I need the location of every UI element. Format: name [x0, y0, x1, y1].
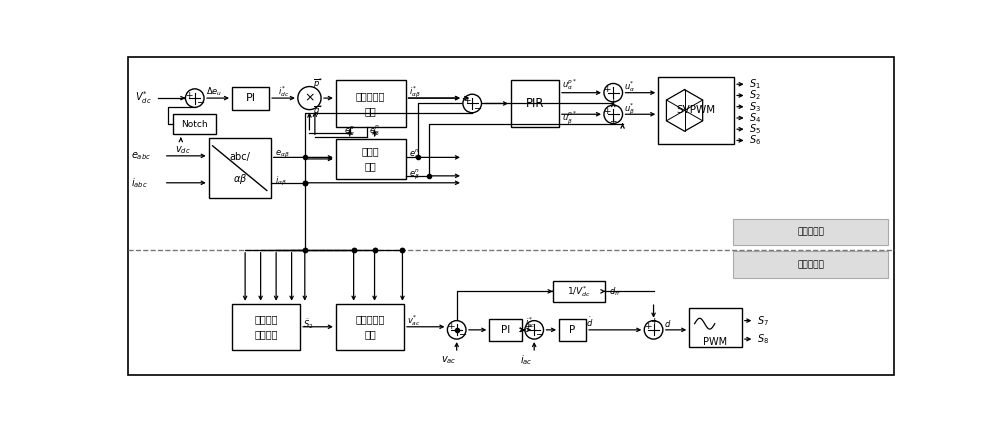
Text: −: − [459, 330, 467, 340]
Bar [232, 86, 269, 109]
Text: $v_{dc}$: $v_{dc}$ [175, 144, 191, 155]
Text: $\alpha\beta$: $\alpha\beta$ [233, 172, 247, 186]
Text: $i_{ac}$: $i_{ac}$ [520, 353, 533, 367]
Text: $1/V_{dc}^{*}$: $1/V_{dc}^{*}$ [567, 284, 591, 299]
Circle shape [604, 105, 623, 124]
Bar [209, 138, 271, 198]
Text: +: + [463, 96, 471, 105]
Circle shape [525, 321, 544, 339]
Text: $\overline{p}^{*}$: $\overline{p}^{*}$ [313, 77, 324, 92]
Bar [553, 281, 605, 302]
Text: 直流控制器: 直流控制器 [797, 260, 824, 269]
Text: $i_{abc}$: $i_{abc}$ [131, 176, 148, 190]
Text: SVPWM: SVPWM [677, 105, 716, 115]
Bar [511, 81, 559, 127]
Text: +: + [610, 117, 617, 126]
Text: $V_{dc}^{*}$: $V_{dc}^{*}$ [135, 90, 152, 106]
Text: $S_8$: $S_8$ [757, 332, 769, 346]
FancyBboxPatch shape [733, 219, 888, 245]
Text: PI: PI [246, 93, 256, 103]
Text: 计算: 计算 [365, 106, 377, 116]
Text: $i_{dc}^{*}$: $i_{dc}^{*}$ [278, 84, 290, 99]
Text: +: + [524, 322, 532, 331]
Text: $e_{\alpha}^{p}$: $e_{\alpha}^{p}$ [344, 124, 355, 138]
Text: $v_{ac}$: $v_{ac}$ [441, 354, 457, 366]
Text: 电流参考值: 电流参考值 [356, 91, 385, 101]
Text: 计算: 计算 [364, 329, 376, 340]
Text: $S_7$: $S_7$ [757, 314, 769, 328]
Text: $d$: $d$ [664, 318, 672, 329]
Text: −: − [536, 330, 544, 340]
Text: 二次功率: 二次功率 [254, 314, 278, 324]
Text: 正负序: 正负序 [362, 146, 379, 156]
Bar [559, 319, 586, 341]
Text: $d_{ff}$: $d_{ff}$ [609, 285, 621, 298]
Text: +: + [603, 106, 611, 116]
Text: $\dot{d}$: $\dot{d}$ [586, 315, 593, 329]
Text: $u_{\alpha}^{*}$: $u_{\alpha}^{*}$ [624, 79, 635, 94]
Text: PIR: PIR [526, 97, 544, 110]
Text: $\overline{q}^{*}$: $\overline{q}^{*}$ [313, 104, 323, 119]
Text: $i_{\alpha\beta}^{*}$: $i_{\alpha\beta}^{*}$ [409, 84, 420, 100]
Text: $S_4$: $S_4$ [749, 111, 761, 125]
Text: $e_{\beta}^{n}$: $e_{\beta}^{n}$ [409, 168, 420, 182]
Text: $\times$: $\times$ [304, 92, 315, 105]
Text: −: − [474, 104, 482, 114]
Bar [336, 81, 406, 127]
Text: $e_{abc}$: $e_{abc}$ [131, 150, 151, 162]
Circle shape [298, 86, 321, 109]
Circle shape [447, 321, 466, 339]
Text: +: + [447, 322, 454, 331]
Text: 交流控制器: 交流控制器 [797, 227, 824, 236]
Text: −: − [197, 98, 205, 109]
Text: $i_{ac}^{*}$: $i_{ac}^{*}$ [525, 315, 536, 330]
Bar [336, 304, 404, 350]
Bar [489, 319, 522, 341]
Text: $S_6$: $S_6$ [749, 133, 761, 147]
Text: $i_{\alpha\beta}$: $i_{\alpha\beta}$ [275, 175, 286, 188]
Text: $u_{\beta}^{p*}$: $u_{\beta}^{p*}$ [562, 109, 577, 126]
Text: $u_{\alpha}^{p*}$: $u_{\alpha}^{p*}$ [562, 78, 577, 92]
Circle shape [185, 89, 204, 107]
Bar [336, 139, 406, 179]
Text: +: + [650, 317, 657, 326]
Text: $e_{\alpha\beta}$: $e_{\alpha\beta}$ [275, 149, 289, 160]
Text: +: + [644, 322, 651, 331]
Text: Notch: Notch [181, 120, 208, 129]
Text: $S_5$: $S_5$ [749, 122, 761, 136]
FancyBboxPatch shape [733, 251, 888, 277]
Bar [658, 77, 734, 144]
Text: 分离: 分离 [365, 161, 377, 172]
Text: 电压参考值: 电压参考值 [355, 314, 385, 324]
Text: 波动计算: 波动计算 [254, 329, 278, 340]
Text: PI: PI [501, 325, 510, 335]
Text: $e_{\beta}^{p}$: $e_{\beta}^{p}$ [369, 124, 380, 139]
Text: $\Delta e_u$: $\Delta e_u$ [206, 86, 223, 98]
Bar [173, 114, 216, 134]
Text: PWM: PWM [703, 337, 728, 347]
Text: +: + [186, 91, 193, 100]
Text: +: + [610, 97, 617, 106]
Bar [689, 308, 742, 347]
Text: P: P [569, 325, 576, 335]
Text: $v_{ac}^{*}$: $v_{ac}^{*}$ [407, 313, 421, 328]
Text: $S_1$: $S_1$ [749, 78, 761, 91]
Text: abc/: abc/ [229, 153, 250, 162]
Text: $u_{\beta}^{*}$: $u_{\beta}^{*}$ [624, 102, 635, 118]
Text: +: + [603, 85, 611, 94]
Circle shape [644, 321, 663, 339]
Text: $\widetilde{S}_2$: $\widetilde{S}_2$ [303, 317, 314, 331]
Bar [232, 304, 300, 350]
Circle shape [604, 83, 623, 102]
Text: $S_3$: $S_3$ [749, 100, 761, 114]
Text: $S_2$: $S_2$ [749, 89, 761, 102]
Text: $e_{\alpha}^{n}$: $e_{\alpha}^{n}$ [409, 147, 420, 161]
Circle shape [463, 94, 482, 113]
